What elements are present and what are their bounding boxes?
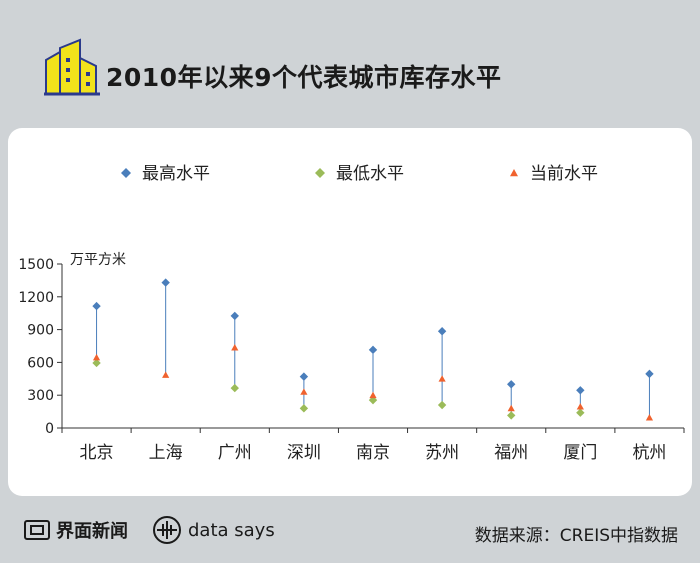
point-min <box>299 404 309 413</box>
point-current <box>231 344 239 351</box>
point-current <box>576 403 584 410</box>
point-current <box>300 388 308 395</box>
point-min <box>92 358 101 368</box>
x-tick-label: 广州 <box>218 443 252 463</box>
point-current <box>92 353 101 361</box>
x-tick-label: 深圳 <box>287 443 321 463</box>
legend-label: 最低水平 <box>336 164 404 184</box>
y-tick-label: 300 <box>27 388 54 404</box>
datasays-text: data says <box>188 519 275 541</box>
x-tick-label: 南京 <box>356 443 390 463</box>
point-min <box>437 400 447 410</box>
point-max <box>576 386 585 395</box>
point-max <box>645 369 654 379</box>
header: 2010年以来9个代表城市库存水平 <box>0 0 700 120</box>
y-tick-label: 900 <box>27 323 54 339</box>
legend-label: 最高水平 <box>142 164 210 184</box>
point-max <box>230 311 239 321</box>
datasays-brand: data says <box>152 515 275 545</box>
point-max <box>299 372 309 381</box>
brand-block: 界面新闻 data says <box>24 515 275 545</box>
point-current <box>507 404 515 412</box>
brand-name: 界面新闻 <box>56 521 128 542</box>
x-tick-label: 苏州 <box>425 443 459 463</box>
point-max <box>507 380 516 389</box>
legend-marker <box>315 168 325 178</box>
y-axis-label: 万平方米 <box>70 252 126 268</box>
buildings-icon <box>44 38 100 96</box>
point-current <box>369 391 377 399</box>
point-min <box>507 411 516 420</box>
point-min <box>230 383 239 393</box>
y-tick-label: 1500 <box>18 257 54 273</box>
point-max <box>368 345 378 355</box>
point-min <box>576 408 585 417</box>
point-current <box>162 371 170 378</box>
y-tick-label: 0 <box>45 421 54 437</box>
datasays-logo-icon <box>153 516 181 544</box>
y-tick-label: 600 <box>27 355 54 371</box>
chart-title: 2010年以来9个代表城市库存水平 <box>106 63 502 92</box>
legend-marker <box>510 169 518 177</box>
point-current <box>645 414 654 421</box>
point-max <box>161 278 170 287</box>
x-tick-label: 福州 <box>494 443 528 463</box>
legend-label: 当前水平 <box>530 164 598 184</box>
legend-marker <box>121 168 131 178</box>
x-tick-label: 厦门 <box>563 443 597 463</box>
source-text: 数据来源：CREIS中指数据 <box>474 526 678 546</box>
jiemian-logo-icon <box>24 520 50 540</box>
y-tick-label: 1200 <box>18 290 54 306</box>
x-tick-label: 上海 <box>149 443 183 463</box>
x-tick-label: 北京 <box>80 443 114 463</box>
point-current <box>438 375 446 382</box>
x-tick-label: 杭州 <box>632 443 666 463</box>
chart-card: 0 300 600 900 1200 1500 万平方米北京 上海 广州 深圳 南京 苏州 福州 厦门 杭州… <box>8 128 692 496</box>
point-max <box>92 301 101 311</box>
point-max <box>437 327 447 336</box>
